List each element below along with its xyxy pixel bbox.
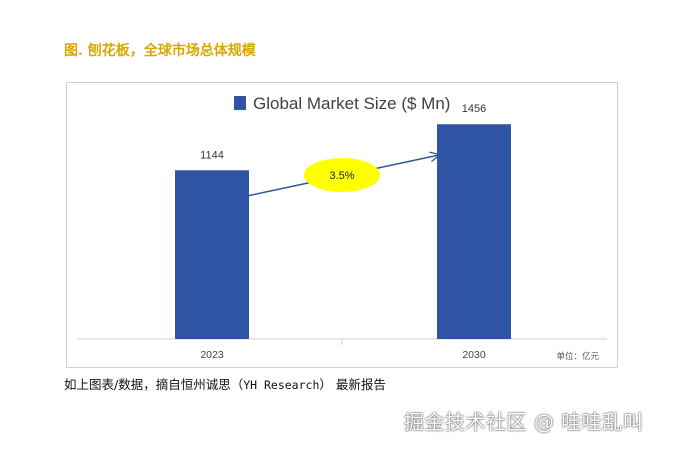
bar-chart: Global Market Size ($ Mn) 2023 2030 11441… — [77, 94, 607, 362]
legend-label: Global Market Size ($ Mn) — [253, 94, 450, 113]
x-tick-2030: 2030 — [462, 349, 486, 361]
bar-2030 — [437, 124, 511, 339]
growth-callout-bubble — [304, 158, 380, 192]
growth-callout: 3.5% — [304, 158, 380, 192]
data-label-2030: 1456 — [462, 103, 486, 115]
caption-prefix: 如上图表/数据，摘自恒州诚思（ — [64, 377, 244, 392]
caption-source: YH Research — [243, 378, 320, 392]
legend: Global Market Size ($ Mn) — [234, 94, 450, 113]
figure-title: 图. 刨花板，全球市场总体规模 — [64, 43, 256, 59]
watermark: 掘金技术社区 @ 哇哇乱叫 — [404, 410, 644, 434]
bars-group — [175, 124, 511, 339]
growth-rate-label: 3.5% — [329, 170, 354, 182]
x-ticks-group: 2023 2030 — [200, 349, 486, 361]
data-label-2023: 1144 — [200, 149, 224, 161]
bar-2023 — [175, 170, 249, 339]
figure-caption: 如上图表/数据，摘自恒州诚思（YH Research） 最新报告 — [64, 374, 386, 393]
unit-note: 单位：亿元 — [556, 351, 599, 362]
legend-swatch — [234, 96, 246, 110]
caption-suffix: ） 最新报告 — [319, 377, 386, 392]
chart-container: Global Market Size ($ Mn) 2023 2030 1144 1… — [66, 82, 618, 368]
data-labels-group: 1144 1456 — [200, 103, 486, 161]
x-tick-2023: 2023 — [200, 349, 224, 361]
